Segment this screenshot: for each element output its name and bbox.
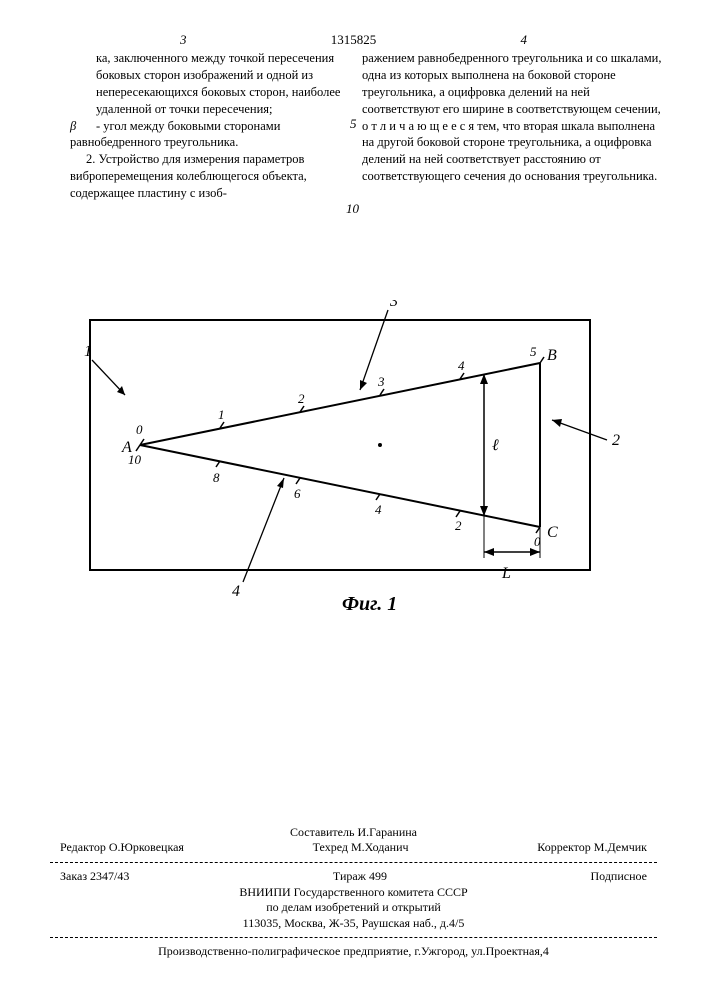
column-left: ка, заключенного между точкой пересечени…: [70, 50, 346, 202]
credits-row: Редактор О.Юрковецкая Техред М.Ходанич К…: [50, 840, 657, 856]
text-columns: ка, заключенного между точкой пересечени…: [70, 50, 667, 202]
triangle-side-ac: [140, 445, 540, 527]
dash-line-2: [50, 937, 657, 938]
plate-rect: [90, 320, 590, 570]
svg-text:0: 0: [136, 422, 143, 437]
footer: Составитель И.Гаранина Редактор О.Юркове…: [50, 825, 657, 960]
svg-text:3: 3: [377, 374, 385, 389]
svg-text:10: 10: [128, 452, 142, 467]
dash-line-1: [50, 862, 657, 863]
callout-2-num: 2: [612, 432, 620, 449]
callout-4-num: 4: [232, 583, 240, 600]
org-line-2: по делам изобретений и открытий: [50, 900, 657, 916]
subscription: Подписное: [591, 869, 648, 885]
dim-l-label: ℓ: [492, 437, 499, 454]
org-line-1: ВНИИПИ Государственного комитета СССР: [50, 885, 657, 901]
label-b: B: [547, 347, 557, 364]
line-marker-10: 10: [346, 201, 359, 217]
callout-4-arrow: [277, 478, 284, 488]
left-page-num: 3: [180, 32, 187, 48]
order-num: Заказ 2347/43: [60, 869, 129, 885]
svg-text:5: 5: [530, 344, 537, 359]
label-c: C: [547, 524, 558, 541]
col1-p1: ка, заключенного между точкой пересечени…: [70, 50, 346, 118]
beta-symbol: β: [70, 118, 96, 135]
callout-3-arrow: [360, 380, 367, 390]
beta-text: - угол между боковыми сторонами равнобед…: [70, 119, 280, 150]
triangle-side-ab: [140, 363, 540, 445]
col1-p2: 2. Устройство для измерения параметров в…: [70, 151, 346, 202]
callout-2-arrow: [552, 419, 562, 427]
callout-1-num: 1: [84, 343, 92, 360]
bottom-scale-ticks: [136, 445, 540, 533]
org-addr: 113035, Москва, Ж-35, Раушская наб., д.4…: [50, 916, 657, 932]
callout-3-num: 3: [389, 300, 398, 310]
figure-1: A B C 0 1 2 3 4 5 10 8 6 4 2 0 ℓ: [70, 300, 630, 670]
printer-line: Производственно-полиграфическое предприя…: [50, 944, 657, 960]
svg-text:4: 4: [375, 502, 382, 517]
svg-text:6: 6: [294, 486, 301, 501]
corrector: Корректор М.Демчик: [537, 840, 647, 856]
svg-text:2: 2: [455, 518, 462, 533]
svg-text:8: 8: [213, 470, 220, 485]
svg-text:4: 4: [458, 358, 465, 373]
dim-L-label: L: [501, 565, 511, 582]
pub-row: Заказ 2347/43 Тираж 499 Подписное: [50, 869, 657, 885]
column-right: ражением равнобедренного треугольника и …: [362, 50, 667, 202]
composer-line: Составитель И.Гаранина: [50, 825, 657, 841]
doc-number: 1315825: [331, 32, 377, 48]
tech: Техред М.Ходанич: [313, 840, 409, 856]
right-page-num: 4: [521, 32, 528, 48]
bottom-scale-labels: 10 8 6 4 2 0: [128, 452, 541, 549]
tirage: Тираж 499: [333, 869, 387, 885]
callout-4-line: [243, 478, 284, 582]
editor: Редактор О.Юрковецкая: [60, 840, 184, 856]
col2-p1: ражением равнобедренного треугольника и …: [362, 50, 667, 185]
top-scale-labels: 0 1 2 3 4 5: [136, 344, 537, 437]
dim-L-arrow-l: [484, 548, 494, 556]
svg-text:2: 2: [298, 391, 305, 406]
center-dot: [378, 443, 382, 447]
col1-beta-def: β- угол между боковыми сторонами равнобе…: [70, 118, 346, 152]
dim-L-arrow-r: [530, 548, 540, 556]
figure-caption: Фиг. 1: [342, 593, 397, 615]
svg-text:1: 1: [218, 407, 225, 422]
